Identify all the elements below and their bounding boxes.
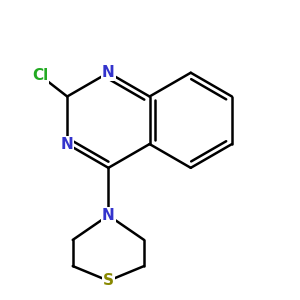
Text: N: N <box>61 136 74 152</box>
Text: N: N <box>102 208 115 223</box>
Text: N: N <box>102 65 115 80</box>
Text: S: S <box>103 273 114 288</box>
Text: Cl: Cl <box>32 68 49 83</box>
